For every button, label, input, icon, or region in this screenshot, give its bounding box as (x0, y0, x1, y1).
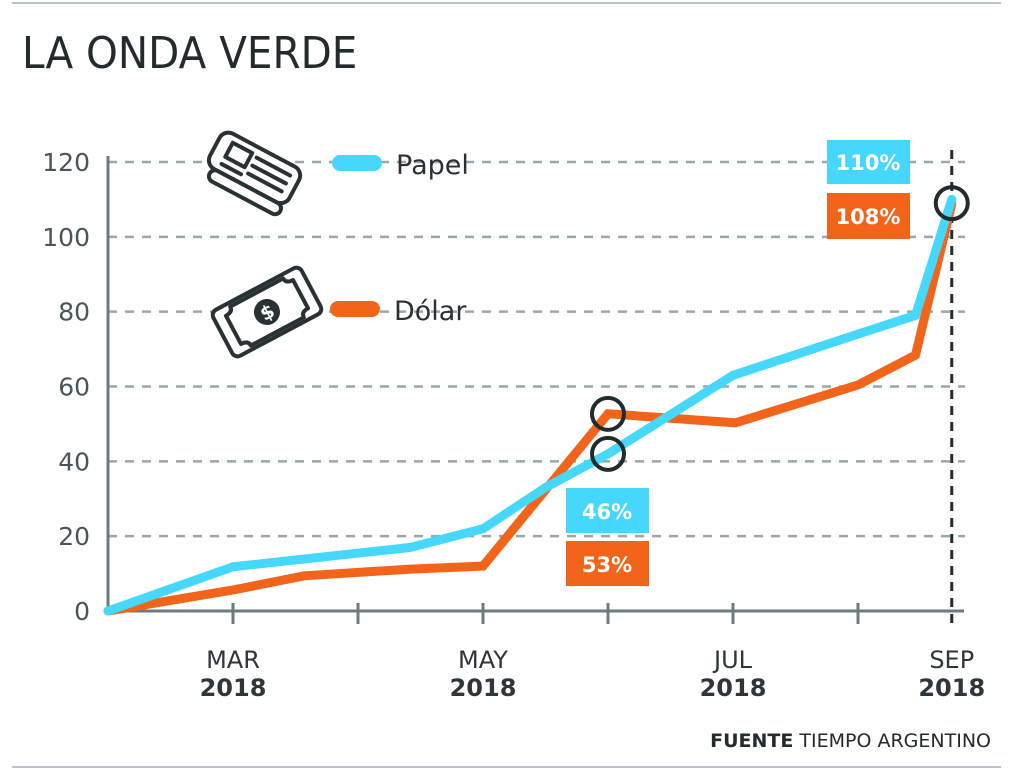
source-credit: FUENTE TIEMPO ARGENTINO (710, 730, 991, 752)
banknote-icon: $ (210, 265, 324, 359)
y-tick-label: 80 (58, 298, 90, 327)
series-lines (103, 194, 957, 616)
annotation-papel-end: 110% (836, 151, 901, 175)
bottom-rule (12, 766, 1001, 768)
series-line-papel (103, 194, 957, 616)
x-tick-month: JUL (712, 646, 753, 674)
legend-swatch-papel (332, 155, 382, 171)
legend-label-papel: Papel (396, 150, 469, 181)
y-tick-label: 0 (74, 597, 90, 626)
y-tick-label: 60 (58, 373, 90, 402)
legend: $ Papel Dólar (206, 130, 469, 359)
annotation-papel-mid: 46% (582, 500, 632, 524)
y-tick-label: 100 (42, 223, 90, 252)
axes (106, 150, 964, 624)
x-tick-year: 2018 (200, 674, 267, 702)
annotations: 110% 108% 46% 53% (566, 140, 910, 586)
legend-swatch-dolar (330, 301, 380, 317)
annotation-box-papel-mid (566, 488, 649, 533)
legend-label-dolar: Dólar (394, 296, 467, 327)
highlight-markers (590, 185, 970, 472)
top-rule (12, 2, 1001, 4)
x-tick-year: 2018 (700, 674, 767, 702)
newspaper-icon (206, 130, 303, 217)
y-tick-label: 40 (58, 447, 90, 476)
series-line-dolar (103, 199, 957, 616)
page-title: LA ONDA VERDE (22, 28, 358, 79)
source-label: FUENTE (710, 730, 794, 752)
x-tick-month: SEP (929, 646, 974, 674)
annotation-box-dolar-mid (566, 541, 649, 586)
x-tick-month: MAR (206, 646, 260, 674)
annotation-dolar-end: 108% (836, 205, 901, 229)
highlight-marker (590, 395, 626, 432)
y-tick-labels: 0 20 40 60 80 100 120 (42, 148, 90, 626)
y-tick-label: 120 (42, 148, 90, 177)
highlight-marker (933, 185, 970, 222)
annotation-box-papel-end (827, 140, 910, 184)
annotation-box-dolar-end (827, 193, 910, 239)
y-tick-label: 20 (58, 522, 90, 551)
x-tick-month: MAY (458, 646, 508, 674)
highlight-marker (590, 435, 626, 472)
source-value: TIEMPO ARGENTINO (799, 730, 991, 752)
x-tick-year: 2018 (450, 674, 517, 702)
x-tick-year: 2018 (918, 674, 985, 702)
annotation-dolar-mid: 53% (582, 553, 632, 577)
